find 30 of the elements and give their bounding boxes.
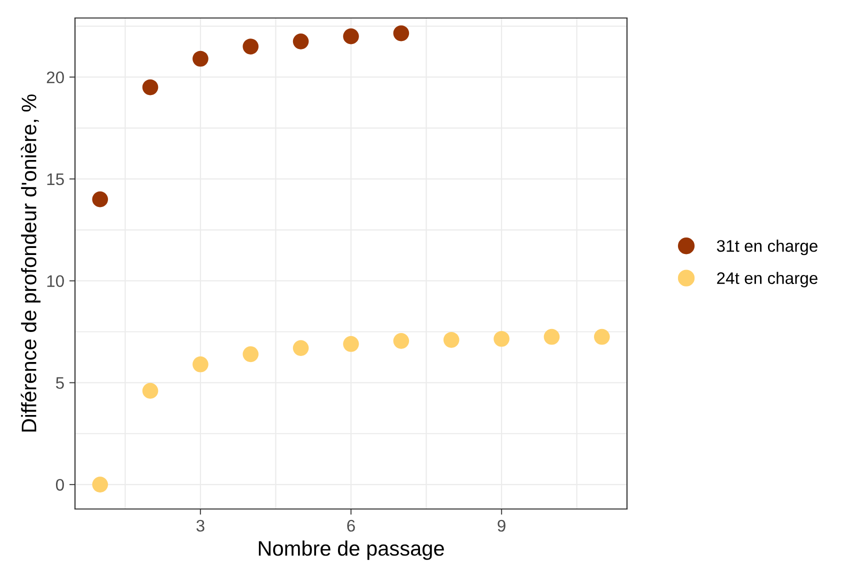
point	[443, 332, 460, 348]
point	[192, 50, 208, 67]
point	[192, 356, 208, 372]
point	[92, 476, 108, 492]
point	[142, 382, 158, 399]
x-tick-label: 6	[347, 520, 355, 532]
point	[393, 333, 410, 349]
point	[494, 330, 510, 347]
point	[343, 336, 359, 352]
point	[544, 328, 560, 345]
legend-label: 24t en charge	[717, 272, 818, 288]
x-tick-label: 3	[196, 520, 204, 532]
x-tick-label: 9	[498, 520, 506, 532]
point	[292, 34, 309, 50]
point	[242, 38, 259, 54]
point	[393, 25, 410, 42]
legend-label: 31t en charge	[716, 240, 818, 256]
point	[343, 28, 359, 44]
y-tick-label: 5	[56, 377, 64, 389]
point	[92, 191, 108, 208]
y-tick-label: 0	[56, 478, 64, 491]
y-tick-label: 15	[47, 174, 64, 186]
point	[142, 79, 158, 96]
x-axis-title: Nombre de passage	[258, 540, 444, 560]
y-axis-title: Différence de profondeur d'onière, %	[20, 94, 40, 432]
point	[292, 340, 309, 356]
y-tick-label: 10	[47, 275, 64, 288]
point	[242, 346, 259, 362]
y-tick-label: 20	[46, 71, 64, 84]
point	[594, 328, 610, 345]
